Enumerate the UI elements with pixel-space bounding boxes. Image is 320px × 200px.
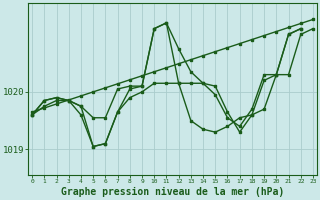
X-axis label: Graphe pression niveau de la mer (hPa): Graphe pression niveau de la mer (hPa)	[61, 187, 284, 197]
